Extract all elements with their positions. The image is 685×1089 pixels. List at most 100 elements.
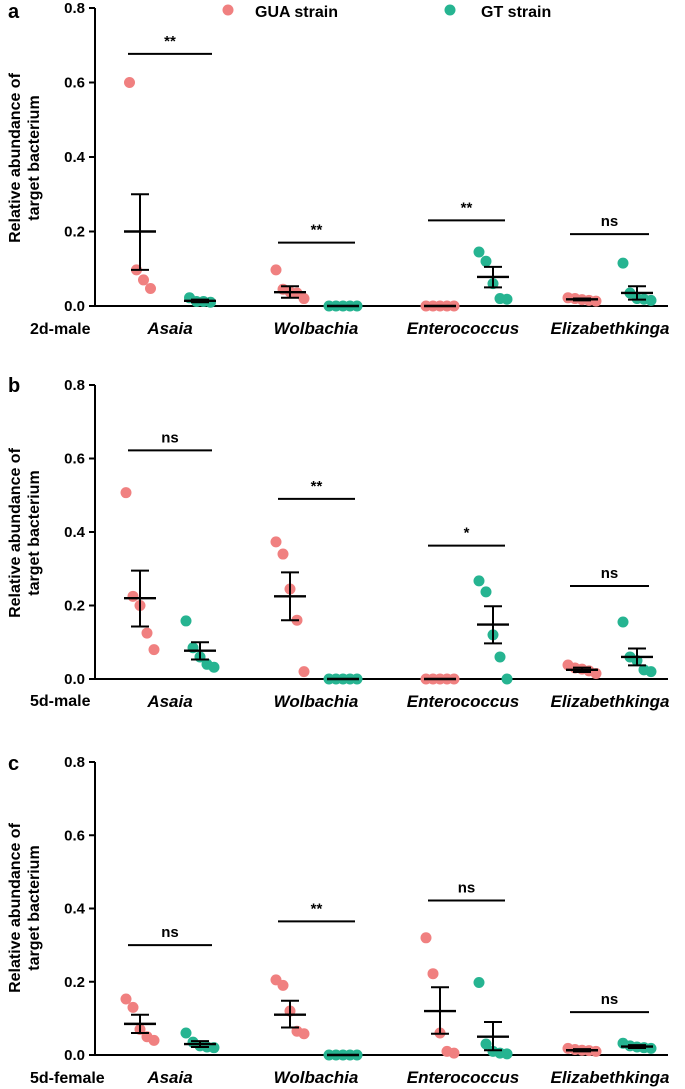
y-axis-label-line-2: target bacterium bbox=[26, 470, 43, 595]
legend: GUA strain GT strain bbox=[222, 4, 551, 21]
chart-panel-c: c Relative abundance of target bacterium 0.… bbox=[7, 753, 670, 1087]
x-category-label: Enterococcus bbox=[407, 319, 519, 338]
category-elizabethkinga: Elizabethkinga ns bbox=[550, 991, 669, 1087]
data-point-gua bbox=[590, 295, 602, 307]
data-point-gt bbox=[473, 246, 485, 258]
data-point-gua bbox=[145, 282, 156, 294]
significance-label: ** bbox=[164, 33, 176, 50]
data-point-gt bbox=[617, 616, 629, 628]
significance-label: ns bbox=[601, 991, 619, 1008]
y-tick-label: 0.2 bbox=[64, 224, 85, 241]
data-point-gt bbox=[501, 1048, 513, 1060]
x-category-label: Asaia bbox=[146, 692, 192, 711]
data-point-gt bbox=[180, 1027, 192, 1039]
data-point-gt bbox=[208, 661, 220, 673]
data-point-gt bbox=[473, 575, 485, 587]
significance-label: * bbox=[464, 525, 470, 542]
data-point-gua bbox=[277, 979, 289, 991]
group-label: 2d-male bbox=[30, 321, 91, 338]
data-point-gua bbox=[120, 487, 132, 499]
y-tick-label: 0.6 bbox=[64, 75, 85, 92]
significance-label: ** bbox=[311, 900, 323, 917]
y-axis-label-line-2: target bacterium bbox=[26, 845, 43, 970]
significance-label: ns bbox=[161, 924, 179, 941]
category-asaia: Asaia ns bbox=[120, 429, 220, 711]
y-axis-label-line-1: Relative abundance of bbox=[7, 447, 24, 617]
data-point-gt bbox=[617, 257, 629, 269]
y-axis-label-line-1: Relative abundance of bbox=[7, 822, 24, 992]
data-point-gua bbox=[298, 1028, 310, 1040]
data-point-gua bbox=[420, 932, 432, 944]
y-tick-label: 0.2 bbox=[64, 974, 85, 991]
significance-label: ns bbox=[601, 213, 619, 230]
data-point-gt bbox=[501, 293, 513, 305]
data-point-gua bbox=[298, 293, 310, 305]
data-point-gua bbox=[270, 536, 282, 548]
y-tick-label: 0.4 bbox=[64, 901, 86, 918]
y-tick-label: 0.6 bbox=[64, 827, 85, 844]
category-wolbachia: Wolbachia ** bbox=[270, 900, 363, 1087]
data-point-gt bbox=[480, 586, 492, 598]
y-tick-label: 0.4 bbox=[64, 149, 86, 166]
data-point-gt bbox=[480, 1038, 492, 1050]
data-point-gua bbox=[124, 77, 135, 88]
data-point-gua bbox=[120, 993, 132, 1005]
chart-panel-b: b Relative abundance of target bacterium 0.… bbox=[7, 375, 670, 711]
data-point-gt bbox=[180, 615, 192, 627]
y-axis-label: Relative abundance of target bacterium bbox=[7, 72, 43, 242]
category-asaia: Asaia ** bbox=[124, 33, 216, 338]
x-category-label: Asaia bbox=[146, 1068, 192, 1087]
x-category-label: Wolbachia bbox=[274, 1068, 359, 1087]
y-axis-label: Relative abundance of target bacterium bbox=[7, 822, 43, 992]
data-point-gua bbox=[138, 274, 149, 286]
data-point-gua bbox=[427, 968, 439, 980]
y-tick-label: 0.0 bbox=[64, 1047, 85, 1064]
significance-label: ** bbox=[461, 199, 473, 216]
panel-letter: b bbox=[8, 375, 20, 397]
significance-label: ** bbox=[311, 222, 323, 239]
data-point-gt bbox=[645, 294, 657, 306]
data-point-gua bbox=[148, 644, 160, 656]
y-tick-label: 0.8 bbox=[64, 0, 85, 17]
panel-letter: c bbox=[8, 753, 19, 775]
y-tick-label: 0.0 bbox=[64, 671, 85, 688]
legend-marker-gt bbox=[444, 4, 456, 16]
category-wolbachia: Wolbachia ** bbox=[270, 478, 363, 711]
data-point-gt bbox=[494, 651, 506, 663]
legend-marker-gua bbox=[222, 4, 234, 16]
x-category-label: Elizabethkinga bbox=[550, 692, 669, 711]
y-tick-label: 0.2 bbox=[64, 598, 85, 615]
category-enterococcus: Enterococcus ** bbox=[407, 199, 519, 338]
x-category-label: Elizabethkinga bbox=[550, 319, 669, 338]
data-point-gua bbox=[127, 590, 139, 602]
data-point-gua bbox=[148, 1034, 160, 1046]
data-point-gua bbox=[127, 1001, 139, 1013]
significance-label: ** bbox=[311, 478, 323, 495]
significance-label: ns bbox=[458, 879, 476, 896]
x-category-label: Enterococcus bbox=[407, 1068, 519, 1087]
data-point-gt bbox=[645, 666, 657, 678]
data-point-gt bbox=[645, 1042, 657, 1054]
y-axis-label-line-1: Relative abundance of bbox=[7, 72, 24, 242]
data-point-gt bbox=[480, 255, 492, 267]
data-point-gua bbox=[448, 1047, 460, 1059]
y-axis-label: Relative abundance of target bacterium bbox=[7, 447, 43, 617]
data-point-gua bbox=[141, 627, 153, 639]
x-category-label: Wolbachia bbox=[274, 692, 359, 711]
group-label: 5d-female bbox=[30, 1070, 105, 1087]
data-point-gua bbox=[270, 264, 282, 276]
category-asaia: Asaia ns bbox=[120, 924, 220, 1087]
significance-label: ns bbox=[601, 565, 619, 582]
x-category-label: Elizabethkinga bbox=[550, 1068, 669, 1087]
data-point-gt bbox=[501, 673, 513, 685]
data-point-gua bbox=[298, 666, 310, 678]
y-tick-label: 0.6 bbox=[64, 451, 85, 468]
x-category-label: Wolbachia bbox=[274, 319, 359, 338]
legend-label-gua: GUA strain bbox=[255, 4, 338, 21]
y-tick-label: 0.8 bbox=[64, 754, 85, 771]
y-tick-label: 0.8 bbox=[64, 377, 85, 394]
panel-letter: a bbox=[8, 1, 20, 23]
y-tick-label: 0.0 bbox=[64, 298, 85, 315]
